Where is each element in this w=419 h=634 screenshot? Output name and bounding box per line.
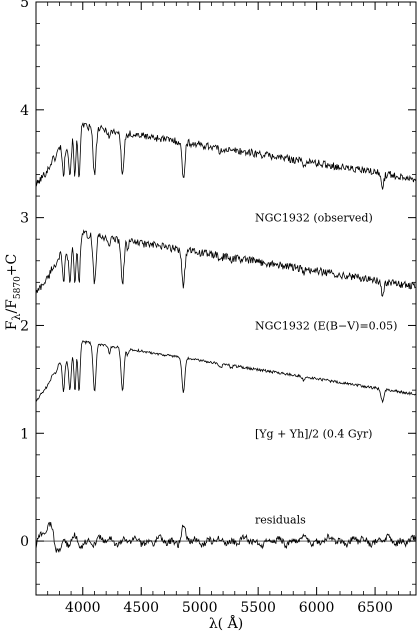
series-label-1: NGC1932 (E(B−V)=0.05) [255,319,397,332]
y-axis-label-f: F [4,320,20,330]
y-axis-label: Fλ/F5870+C [4,254,23,331]
x-axis-label: λ( Å) [209,614,243,632]
y-tick-label-5: 5 [20,0,29,11]
series-line-0 [35,122,416,190]
y-axis-label-tail: +C [4,254,20,276]
y-axis-label-slash: /F [4,299,20,314]
y-tick-label-0: 0 [20,534,29,550]
axis-ticks: 4000 4500 5000 5500 6000 6500 0 1 2 3 4 5 [20,0,416,616]
y-tick-label-2: 2 [20,318,29,334]
series-line-2 [35,340,416,404]
series-line-1 [35,229,416,297]
y-axis-label-sub: 5870 [13,276,23,299]
series-label-3: residuals [255,514,306,527]
series-lines [35,122,416,553]
y-tick-label-3: 3 [20,211,29,227]
x-tick-label-2: 5000 [182,600,218,616]
series-line-3 [35,521,416,553]
series-labels: NGC1932 (observed) NGC1932 (E(B−V)=0.05) [… [255,212,397,527]
series-label-2: [Yg + Yh]/2 (0.4 Gyr) [255,427,372,440]
series-label-0: NGC1932 (observed) [255,212,373,225]
x-tick-label-4: 6000 [299,600,335,616]
y-tick-label-1: 1 [20,426,29,442]
x-tick-label-0: 4000 [65,600,101,616]
y-tick-label-4: 4 [20,103,29,119]
x-tick-label-5: 6500 [357,600,393,616]
x-tick-label-1: 4500 [123,600,159,616]
x-tick-label-3: 5500 [240,600,276,616]
y-axis-label-lambda: λ [10,314,23,321]
plot-frame [35,1,417,596]
